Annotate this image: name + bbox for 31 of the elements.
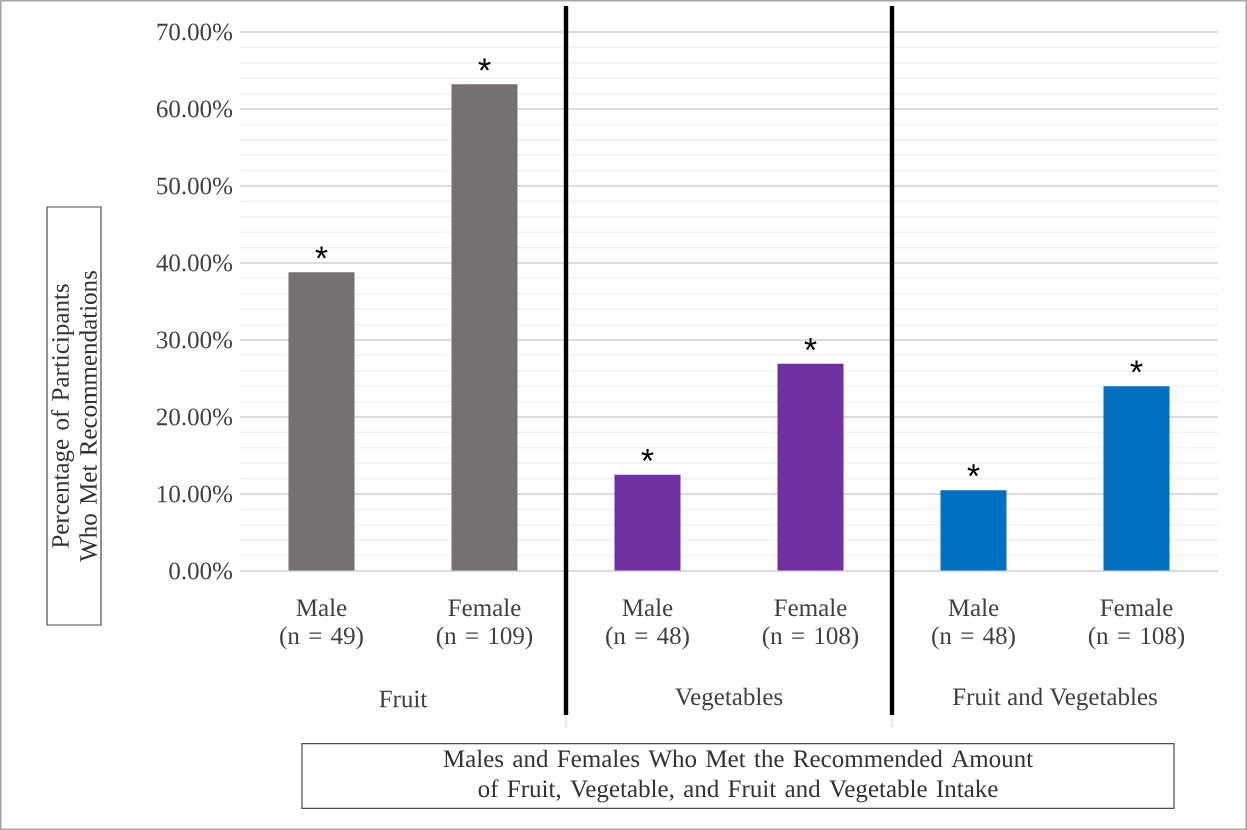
y-tick-label: 10.00% (158, 485, 233, 503)
data-label: * (478, 58, 491, 71)
y-axis-title: Percentage of Participants Who Met Recommendations (51, 271, 97, 562)
y-tick-label: 60.00% (156, 100, 233, 118)
bar (451, 84, 518, 571)
y-tick-label: 0.00% (169, 562, 233, 580)
data-label: * (315, 246, 328, 259)
text: Fruit and Vegetables (952, 687, 1157, 711)
text: Fruit (379, 690, 428, 708)
data-label: * (1130, 360, 1143, 373)
x-tick-label: Male (n = 49) (280, 598, 363, 650)
bar (288, 272, 355, 571)
x-tick-label: Female (n = 109) (436, 598, 533, 650)
y-tick-label: 30.00% (157, 331, 233, 349)
y-tick-label: 20.00% (156, 408, 233, 426)
y-tick-label: 40.00% (156, 254, 233, 272)
y-tick-label: 70.00% (157, 23, 233, 41)
x-tick-label: Female (n = 108) (762, 598, 859, 650)
data-label: * (967, 464, 980, 477)
bar (777, 363, 844, 571)
bar (1103, 386, 1170, 571)
x-tick-label: Male (n = 48) (932, 598, 1015, 650)
bar (614, 474, 681, 571)
data-label: * (641, 448, 654, 461)
text: Vegetables (675, 687, 783, 711)
bar (940, 490, 1007, 571)
x-axis-title: Males and Females Who Met the Recommended Amount of Fruit, Vegetable, and Fruit and Vegetable Intake (443, 749, 1033, 803)
data-label: * (804, 338, 817, 351)
x-tick-label: Male (n = 48) (606, 598, 689, 650)
x-tick-label: Female (n = 108) (1088, 598, 1185, 650)
y-tick-label: 50.00% (157, 177, 233, 195)
